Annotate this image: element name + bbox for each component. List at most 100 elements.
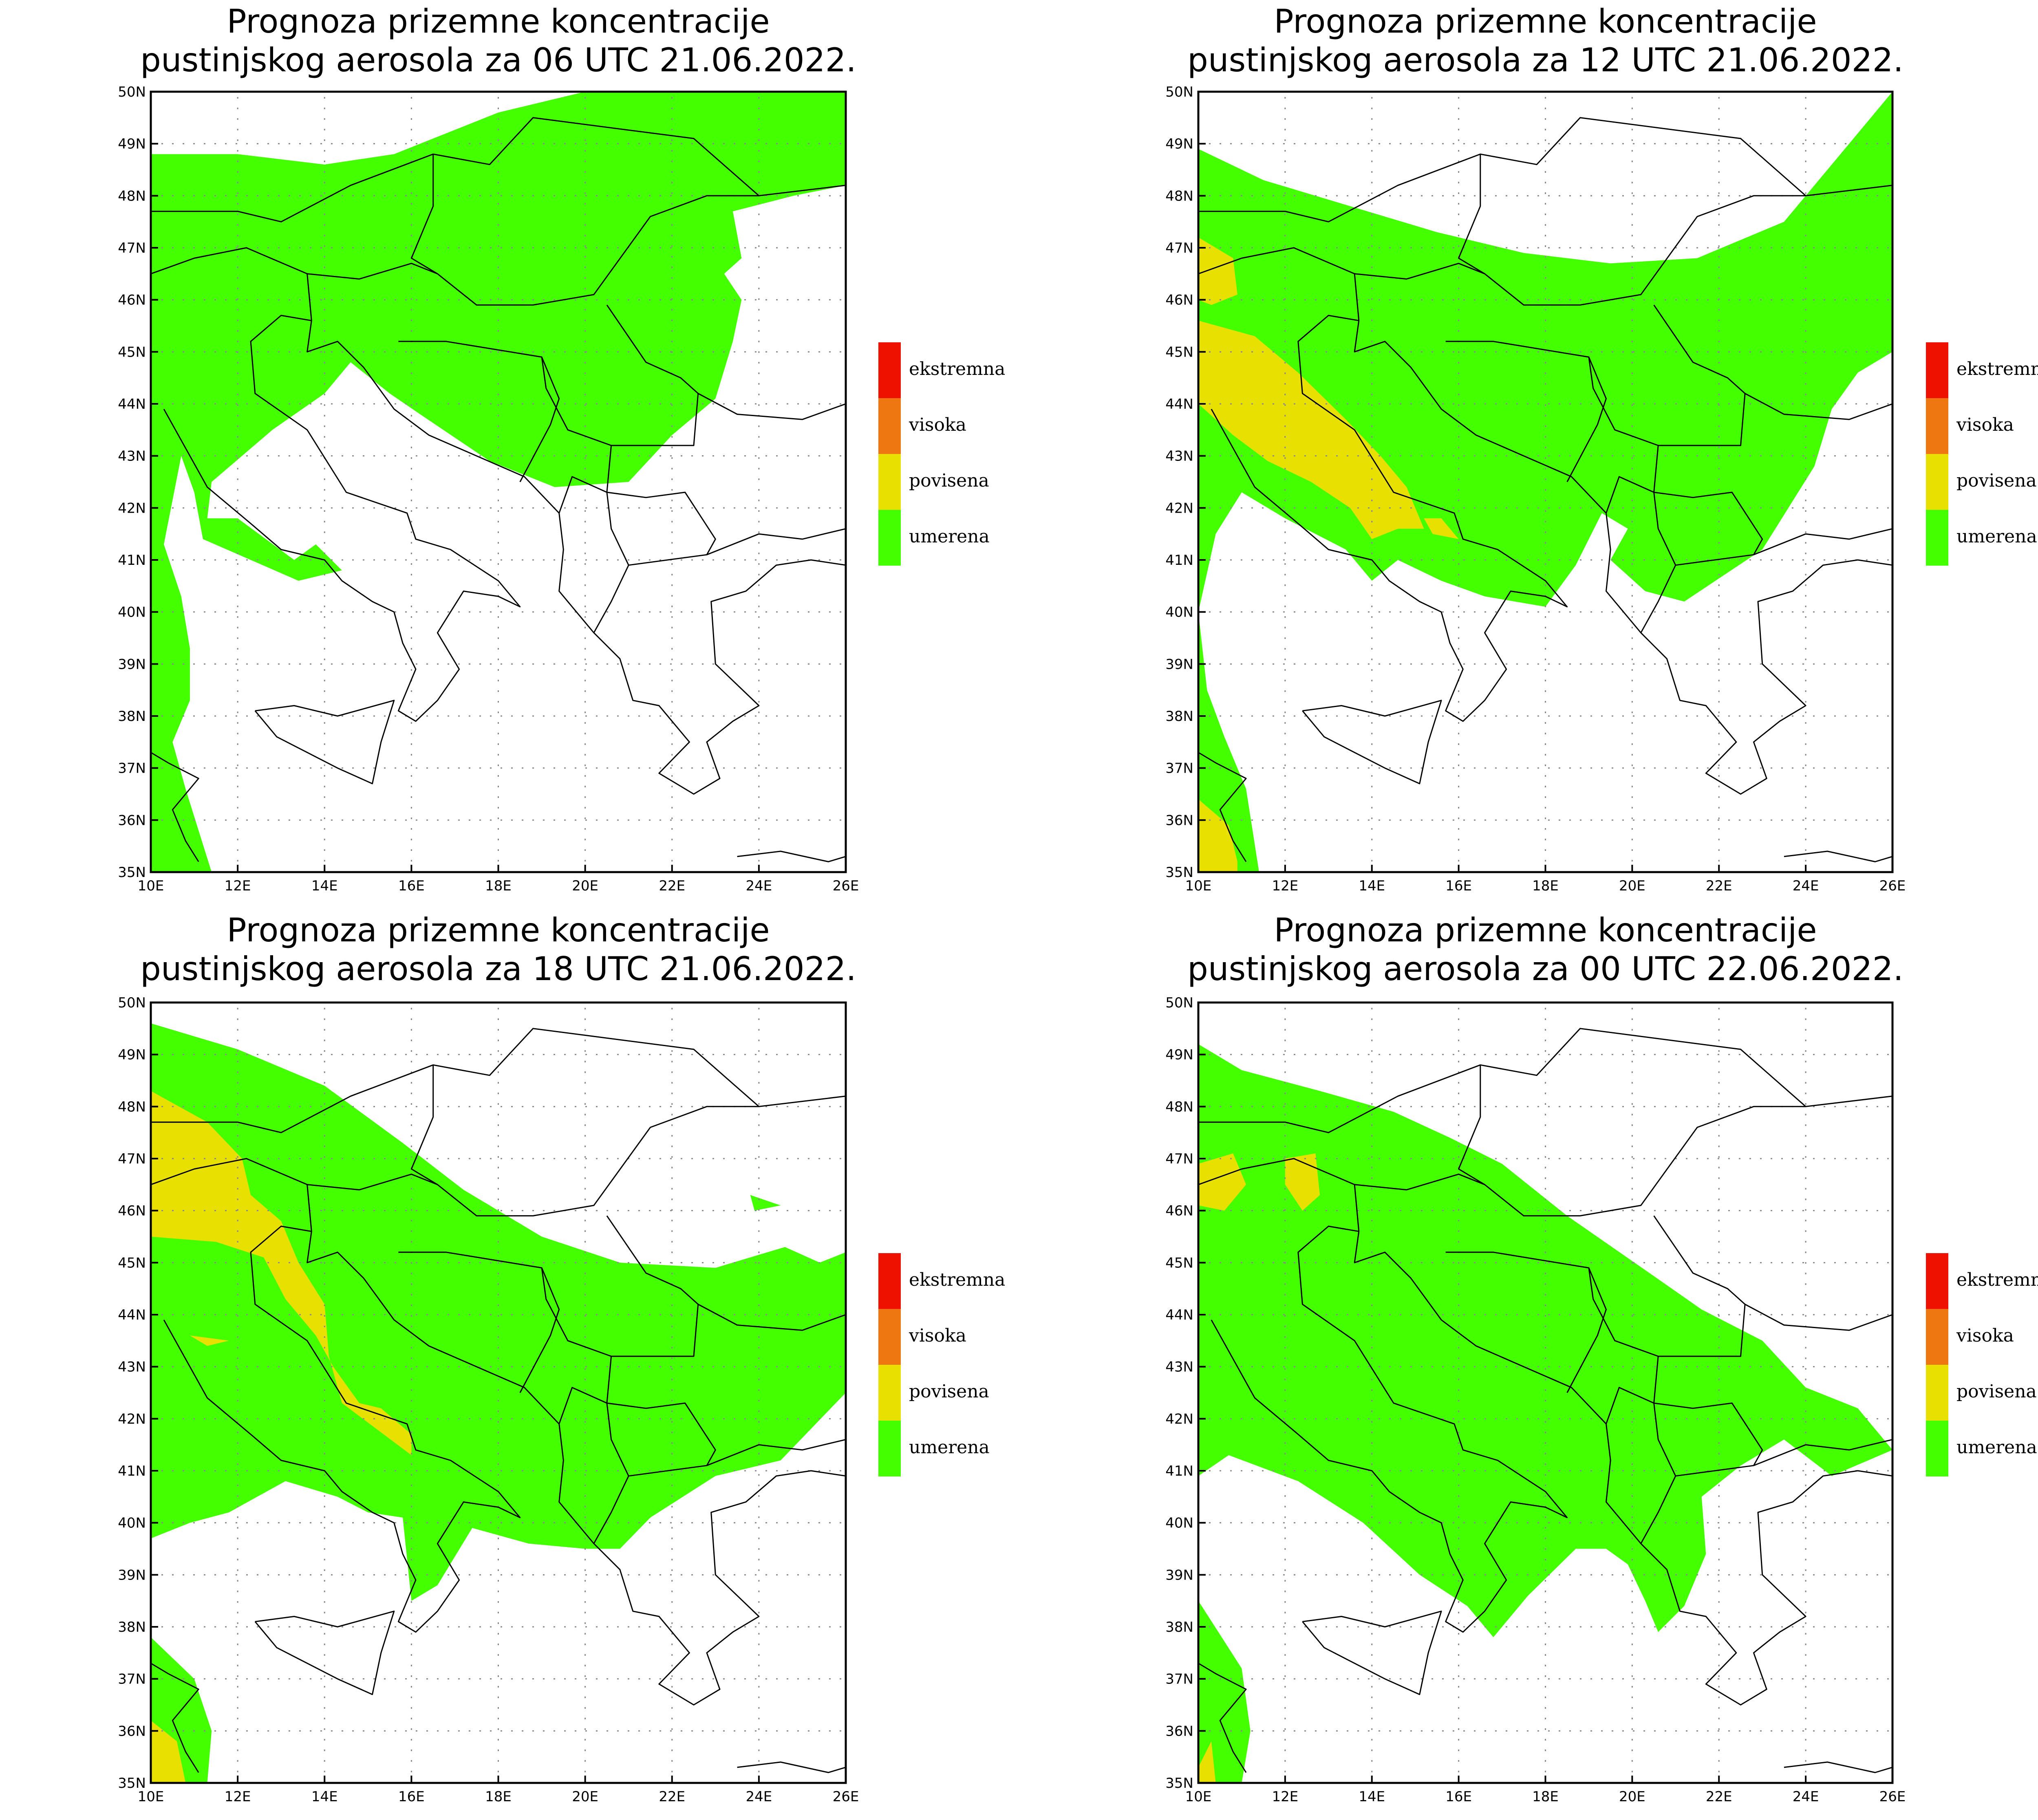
legend-label: umerena [909, 1437, 990, 1458]
coastline-border [398, 1252, 560, 1393]
longitude-tick-label: 26E [1879, 1789, 1906, 1805]
coastline-border [410, 154, 759, 306]
longitude-tick-label: 14E [1359, 878, 1385, 894]
coastline-border [1211, 1225, 1568, 1633]
longitude-tick-label: 16E [398, 1789, 425, 1805]
panel-subtitle: pustinjskog aerosola za 00 UTC 22.06.202… [1187, 950, 1903, 988]
legend-label: ekstremna [1956, 1269, 2038, 1290]
latitude-tick-label: 42N [1165, 1411, 1193, 1427]
coastline-border [697, 393, 846, 420]
latitude-tick-label: 35N [1165, 864, 1193, 881]
latitude-tick-label: 49N [118, 1047, 146, 1063]
coastline-border [151, 247, 308, 275]
coastline-border [593, 1476, 629, 1544]
latitude-tick-label: 48N [1165, 1099, 1193, 1115]
forecast-panel: Prognoza prizemne koncentracijepustinjsk… [1165, 2, 2038, 894]
latitude-tick-label: 35N [1165, 1775, 1193, 1791]
legend-label: povisena [909, 1381, 989, 1402]
legend-swatch [1926, 510, 1948, 566]
panel-subtitle: pustinjskog aerosola za 12 UTC 21.06.202… [1187, 41, 1903, 79]
longitude-tick-label: 18E [485, 1789, 512, 1805]
legend: ekstremna visoka povisena umerena [1926, 342, 2038, 566]
legend-label: povisena [1956, 1381, 2037, 1402]
latitude-tick-label: 35N [118, 1775, 146, 1791]
longitude-tick-label: 20E [1619, 878, 1645, 894]
coastline-border [307, 320, 846, 795]
legend-swatch [1926, 1421, 1948, 1476]
longitude-tick-label: 10E [1185, 1789, 1212, 1805]
coastline-border [1198, 117, 1892, 223]
panel-title: Prognoza prizemne koncentracije [227, 2, 770, 40]
longitude-tick-label: 20E [572, 1789, 598, 1805]
latitude-tick-label: 48N [118, 188, 146, 204]
coastline-border [1198, 1028, 1892, 1133]
coastline-border [254, 700, 395, 784]
latitude-tick-label: 38N [118, 1619, 146, 1635]
longitude-tick-label: 26E [833, 878, 859, 894]
coastline-border [307, 1173, 438, 1232]
longitude-tick-label: 10E [138, 1789, 164, 1805]
latitude-tick-label: 44N [1165, 1307, 1193, 1323]
legend: ekstremna visoka povisena umerena [878, 342, 1005, 566]
legend-swatch [1926, 454, 1948, 510]
coastline-border [606, 491, 716, 566]
forecast-panel: Prognoza prizemne koncentracijepustinjsk… [118, 911, 1005, 1805]
coastline-border [1198, 752, 1247, 862]
latitude-tick-label: 38N [1165, 708, 1193, 725]
latitude-tick-label: 36N [1165, 812, 1193, 828]
elevated-concentration-area [1198, 237, 1237, 305]
latitude-tick-label: 45N [1165, 1255, 1193, 1271]
coastline-border [1354, 1231, 1892, 1705]
coastline-border [1211, 315, 1568, 722]
longitude-tick-label: 26E [1879, 878, 1906, 894]
latitude-tick-label: 50N [1165, 995, 1193, 1011]
coastline-border [1354, 1173, 1485, 1232]
legend-swatch [878, 510, 901, 566]
longitude-tick-label: 10E [1185, 878, 1212, 894]
longitude-tick-label: 18E [485, 878, 512, 894]
longitude-tick-label: 16E [1445, 878, 1472, 894]
panel-title: Prognoza prizemne koncentracije [1274, 2, 1817, 40]
latitude-tick-label: 44N [118, 1307, 146, 1323]
latitude-tick-label: 39N [1165, 1567, 1193, 1583]
latitude-tick-label: 39N [118, 656, 146, 672]
longitude-tick-label: 24E [746, 878, 772, 894]
latitude-tick-label: 46N [118, 292, 146, 308]
legend-swatch [1926, 1365, 1948, 1421]
panel-subtitle: pustinjskog aerosola za 06 UTC 21.06.202… [140, 41, 856, 79]
legend-swatch [878, 1253, 901, 1309]
legend-swatch [878, 342, 901, 398]
coastline-border [163, 315, 521, 722]
legend-label: visoka [909, 1325, 966, 1346]
latitude-tick-label: 43N [118, 1359, 146, 1375]
latitude-tick-label: 41N [1165, 1463, 1193, 1479]
latitude-tick-label: 39N [1165, 656, 1193, 672]
coastline-border [1784, 1761, 1892, 1773]
coastline-border [151, 1663, 199, 1773]
coastline-border [1784, 851, 1892, 862]
latitude-tick-label: 40N [118, 1515, 146, 1531]
longitude-tick-label: 22E [1706, 1789, 1732, 1805]
coastline-border [1198, 247, 1355, 275]
coastline-border [1198, 1158, 1355, 1185]
panel-title: Prognoza prizemne koncentracije [1274, 911, 1817, 949]
legend-label: umerena [1956, 526, 2037, 547]
coastline-border [606, 1402, 716, 1477]
latitude-tick-label: 49N [118, 136, 146, 152]
coastline-border [151, 752, 199, 862]
latitude-tick-label: 44N [1165, 396, 1193, 412]
coastline-border [307, 1231, 846, 1705]
legend-swatch [878, 454, 901, 510]
longitude-tick-label: 10E [138, 878, 164, 894]
coastline-border [1302, 700, 1442, 784]
longitude-tick-label: 12E [225, 878, 251, 894]
longitude-tick-label: 16E [1445, 1789, 1472, 1805]
legend-swatch [1926, 398, 1948, 454]
latitude-tick-label: 49N [1165, 1047, 1193, 1063]
latitude-tick-label: 43N [118, 448, 146, 465]
legend-swatch [1926, 342, 1948, 398]
latitude-tick-label: 36N [1165, 1723, 1193, 1739]
latitude-tick-label: 42N [118, 500, 146, 516]
latitude-tick-label: 47N [118, 1151, 146, 1167]
latitude-tick-label: 50N [118, 84, 146, 100]
